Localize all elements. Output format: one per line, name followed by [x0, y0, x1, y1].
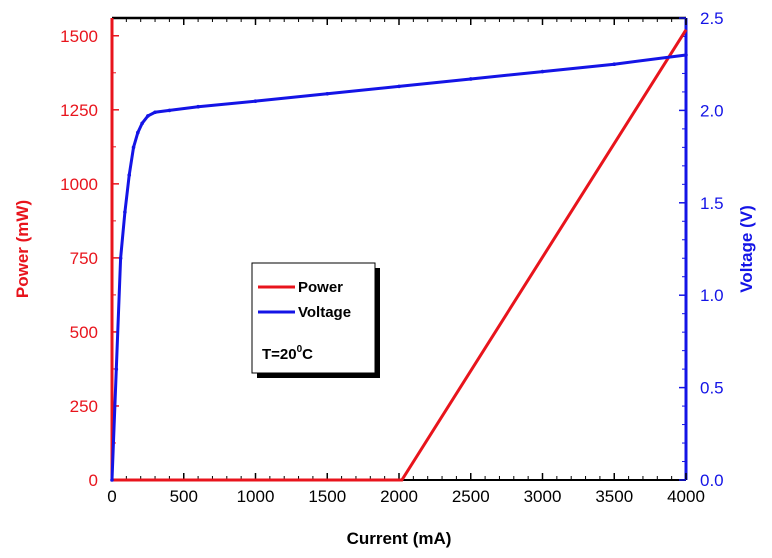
- x-tick-label: 500: [170, 487, 198, 506]
- voltage-point: [118, 256, 123, 261]
- legend-box: [251, 262, 376, 374]
- annotation-prefix: T=20: [262, 346, 297, 363]
- y-right-tick-label: 0.0: [700, 471, 724, 490]
- x-tick-label: 0: [107, 487, 116, 506]
- annotation-suffix: C: [302, 346, 313, 363]
- x-tick-label: 1500: [308, 487, 346, 506]
- voltage-point: [325, 91, 330, 96]
- x-axis-title: Current (mA): [347, 529, 452, 548]
- annotation-superscript: 0: [297, 344, 303, 355]
- y-left-tick-label: 1000: [60, 175, 98, 194]
- y-right-tick-label: 1.0: [700, 286, 724, 305]
- y-left-tick-label: 1500: [60, 27, 98, 46]
- voltage-point: [540, 69, 545, 74]
- y-left-tick-label: 1250: [60, 101, 98, 120]
- voltage-point: [397, 84, 401, 89]
- legend-label-power: Power: [298, 279, 343, 296]
- voltage-point: [136, 130, 140, 135]
- voltage-point: [153, 110, 157, 115]
- voltage-point: [127, 173, 132, 177]
- voltage-point: [167, 108, 172, 113]
- legend-label-voltage: Voltage: [298, 304, 351, 321]
- voltage-point: [110, 478, 114, 482]
- voltage-point: [140, 121, 144, 126]
- series-power-line: [110, 18, 688, 482]
- series-voltage-line: [110, 53, 687, 481]
- y-left-tick-label: 0: [89, 471, 98, 490]
- y-right-tick-label: 2.5: [700, 9, 724, 28]
- y-left-axis-title: Power (mW): [13, 200, 32, 298]
- y-right-tick-label: 1.5: [700, 194, 724, 213]
- y-left-tick-label: 250: [70, 397, 98, 416]
- y-right-axis-title: Voltage (V): [737, 205, 756, 293]
- x-tick-label: 4000: [667, 487, 705, 506]
- voltage-point: [131, 145, 136, 150]
- voltage-point: [468, 77, 473, 81]
- legend: Power Voltage T=200C: [251, 262, 380, 378]
- y-right-tick-label: 2.0: [700, 101, 724, 120]
- y-left-tick-label: 500: [70, 323, 98, 342]
- voltage-point: [253, 99, 258, 103]
- voltage-point: [114, 367, 119, 371]
- voltage-point: [146, 114, 150, 118]
- series-layer: [110, 18, 688, 482]
- voltage-point: [196, 104, 200, 109]
- x-tick-label: 1000: [237, 487, 275, 506]
- x-tick-label: 2500: [452, 487, 490, 506]
- x-tick-label: 2000: [380, 487, 418, 506]
- y-right-tick-label: 0.5: [700, 379, 724, 398]
- x-tick-label: 3000: [524, 487, 562, 506]
- voltage-point: [612, 62, 617, 66]
- voltage-point: [684, 53, 688, 57]
- voltage-point: [123, 210, 127, 214]
- x-tick-label: 3500: [595, 487, 633, 506]
- axes-layer: 0 500 1000 1500 2000 2500 3000 3500 4000 0 250 500 7…: [13, 9, 756, 548]
- temperature-annotation: T=200C: [262, 344, 313, 363]
- y-left-tick-label: 750: [70, 249, 98, 268]
